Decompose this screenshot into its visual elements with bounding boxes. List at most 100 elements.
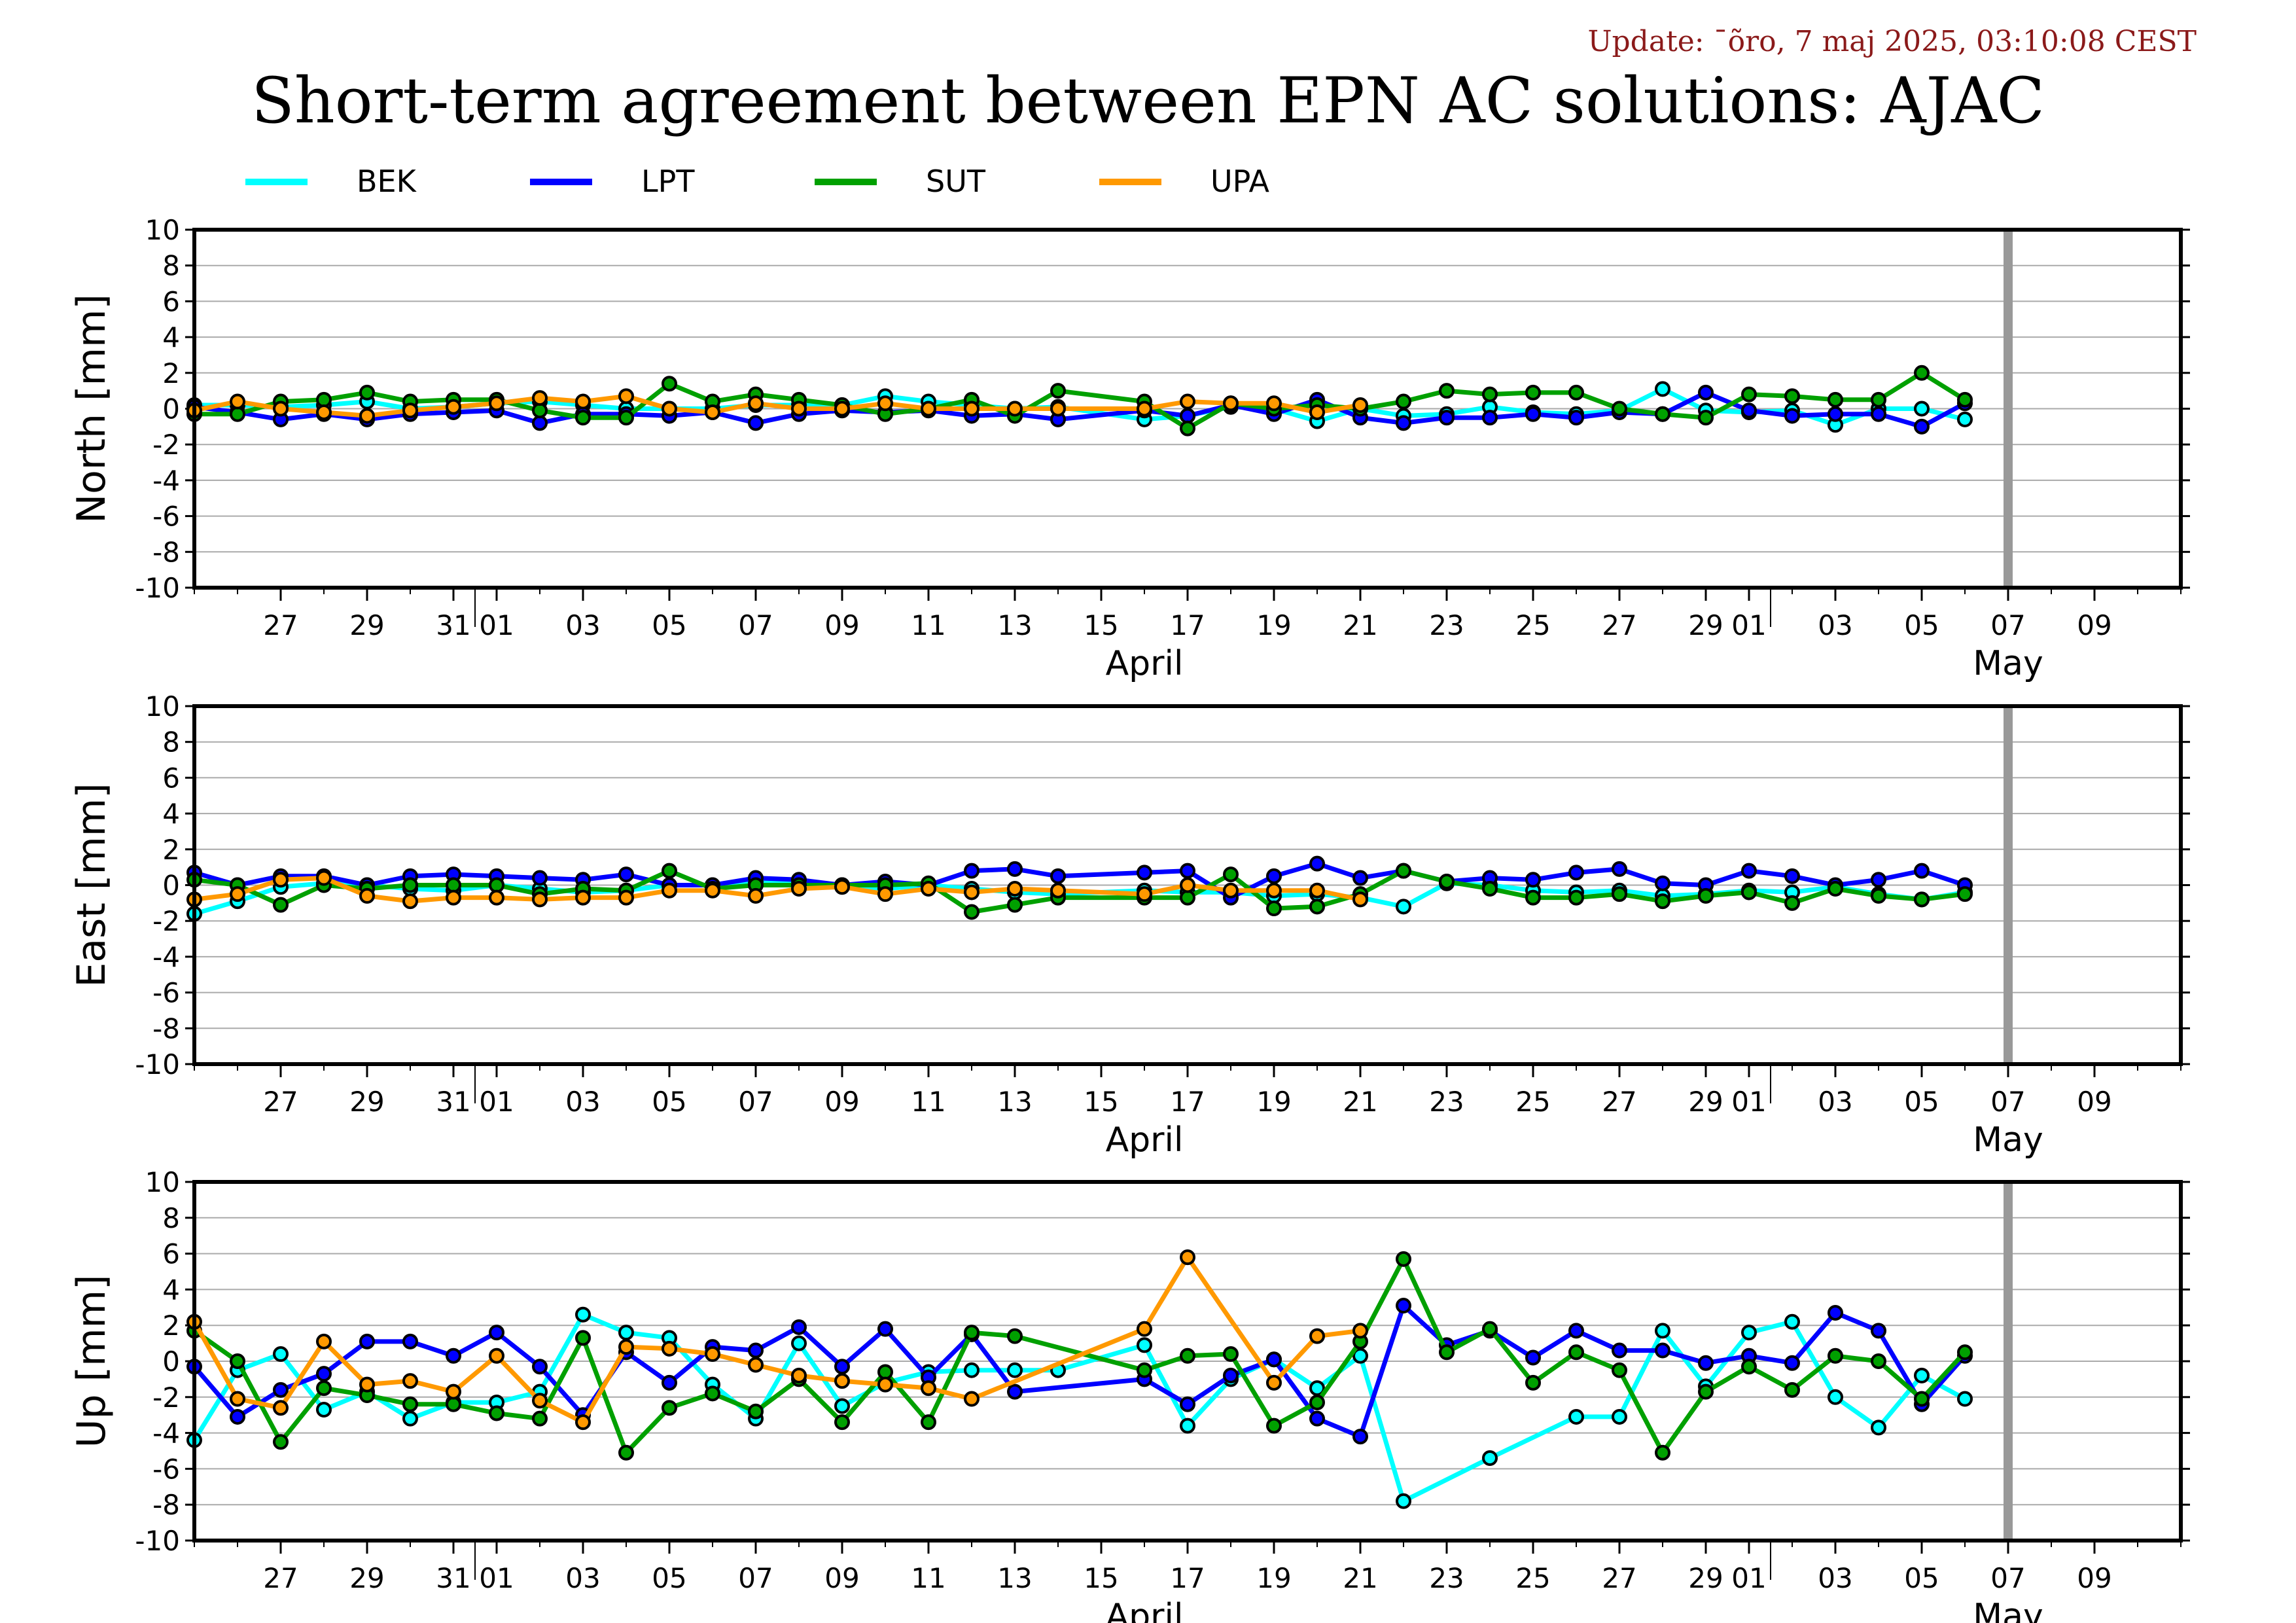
month-label-april: April	[1106, 1120, 1184, 1160]
data-point	[1396, 1298, 1411, 1314]
data-point	[1568, 865, 1584, 881]
data-point	[402, 877, 418, 893]
data-point	[1741, 402, 1757, 419]
x-tick-label: 05	[652, 1562, 686, 1594]
data-point	[1007, 880, 1023, 897]
data-point	[1007, 1383, 1023, 1400]
y-tick-label: 8	[162, 726, 180, 758]
x-tick-label: 29	[1688, 1562, 1723, 1594]
data-point	[1266, 901, 1282, 917]
data-point	[532, 1359, 548, 1375]
series-lpt	[186, 1298, 1973, 1445]
data-point	[489, 1325, 504, 1341]
data-point	[489, 1405, 504, 1421]
data-point	[1007, 1328, 1023, 1344]
x-tick-label: 13	[997, 1086, 1032, 1118]
data-point	[1698, 384, 1714, 401]
y-tick-label: -2	[152, 429, 180, 461]
data-point	[446, 889, 461, 906]
x-tick-label: 25	[1515, 1086, 1550, 1118]
data-point	[1655, 406, 1670, 422]
data-point	[1568, 1344, 1584, 1361]
y-tick-label: 6	[162, 285, 180, 317]
data-point	[1568, 410, 1584, 426]
data-point	[1482, 410, 1498, 426]
data-point	[1784, 408, 1800, 424]
data-point	[1180, 393, 1195, 410]
data-point	[273, 1434, 289, 1450]
data-point	[964, 904, 980, 920]
data-point	[1050, 383, 1066, 399]
data-point	[1871, 872, 1886, 888]
y-tick-label: 2	[162, 834, 180, 866]
data-point	[1957, 411, 1973, 427]
data-point	[1871, 1419, 1886, 1436]
x-tick-label: 03	[1818, 1086, 1852, 1118]
y-tick-label: -6	[152, 501, 180, 533]
data-point	[791, 1335, 807, 1351]
data-point	[1914, 401, 1930, 417]
data-point	[748, 415, 764, 431]
data-point	[1223, 866, 1239, 883]
data-point	[402, 1333, 418, 1349]
data-point	[1439, 410, 1455, 426]
data-point	[446, 1396, 461, 1412]
data-point	[1180, 408, 1195, 424]
x-tick-label: 29	[1688, 609, 1723, 641]
data-point	[1439, 874, 1455, 890]
y-tick-label: 0	[162, 393, 180, 425]
data-point	[1525, 1349, 1541, 1366]
data-point	[877, 1364, 893, 1380]
data-point	[1007, 861, 1023, 877]
data-point	[273, 897, 289, 913]
y-tick-label: 10	[145, 214, 180, 246]
data-point	[705, 882, 720, 899]
y-tick-label: -4	[152, 465, 180, 497]
data-point	[791, 880, 807, 897]
y-tick-label: -10	[135, 1525, 180, 1557]
x-tick-label: 27	[1602, 1086, 1636, 1118]
legend-item-sut: SUT	[815, 164, 986, 199]
data-point	[748, 1403, 764, 1419]
data-point	[1180, 420, 1195, 437]
panel-frame	[192, 228, 2183, 590]
x-tick-label: 01	[1731, 609, 1766, 641]
data-point	[1482, 1321, 1498, 1337]
data-point	[1482, 1450, 1498, 1466]
series-line-lpt	[192, 1303, 1967, 1439]
data-point	[230, 1391, 245, 1407]
y-tick-label: -8	[152, 1012, 180, 1044]
data-point	[1180, 889, 1195, 906]
data-point	[877, 886, 893, 902]
x-tick-label: 01	[479, 609, 514, 641]
data-point	[618, 1325, 634, 1341]
data-point	[1871, 1353, 1886, 1369]
data-point	[834, 1414, 850, 1431]
data-point	[1741, 884, 1757, 901]
x-tick-label: 07	[1990, 1562, 2025, 1594]
data-point	[1309, 1328, 1325, 1344]
data-point	[273, 1400, 289, 1416]
data-point	[575, 410, 591, 426]
data-point	[316, 870, 332, 886]
y-tick-label: -2	[152, 1382, 180, 1414]
data-point	[489, 877, 504, 893]
data-point	[1828, 1347, 1843, 1364]
x-tick-label: 03	[565, 1562, 600, 1594]
data-point	[1914, 863, 1930, 879]
x-tick-label: 05	[1904, 1086, 1939, 1118]
data-point	[273, 872, 289, 888]
data-point	[662, 882, 677, 899]
x-tick-label: 13	[997, 1562, 1032, 1594]
data-point	[1828, 1389, 1843, 1405]
y-tick-label: 0	[162, 1346, 180, 1378]
x-tick-label: 01	[1731, 1086, 1766, 1118]
data-point	[1223, 1367, 1239, 1383]
data-point	[1655, 875, 1670, 891]
x-tick-label: 09	[824, 1562, 859, 1594]
data-point	[359, 408, 375, 424]
data-point	[1741, 863, 1757, 879]
x-tick-label: 27	[263, 609, 298, 641]
data-point	[834, 1359, 850, 1375]
x-tick-label: 23	[1429, 609, 1464, 641]
